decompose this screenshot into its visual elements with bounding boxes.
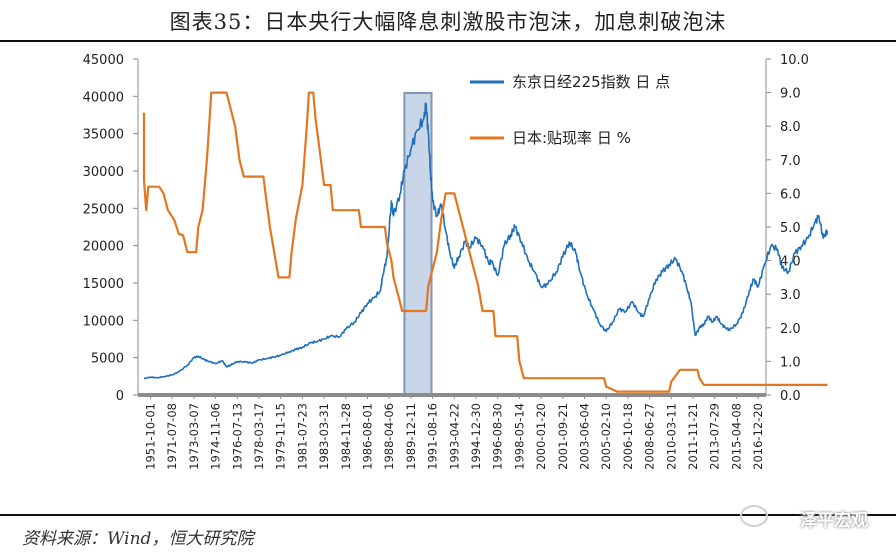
y-right-tick-label: 3.0 [780,288,801,303]
x-tick-label: 1983-03-31 [317,403,331,470]
x-tick-label: 1951-10-01 [144,403,158,470]
x-tick-label: 1993-04-22 [447,403,461,470]
x-tick-label: 1971-07-08 [165,403,179,470]
x-tick-label: 2011-11-21 [686,403,700,470]
y-left-tick-label: 10000 [83,314,124,329]
y-left-tick-label: 35000 [83,128,124,143]
y-right-tick-label: 10.0 [780,53,809,68]
chart-title: 图表35：日本央行大幅降息刺激股市泡沫，加息刺破泡沫 [169,10,727,34]
y-left-tick-label: 5000 [91,352,124,367]
x-tick-label: 1974-11-06 [209,403,223,470]
watermark: 泽平宏观 [800,511,868,531]
series-line-1 [142,91,828,393]
highlight-band [403,92,433,396]
y-right-tick-label: 4.0 [780,255,801,270]
x-tick-label: 1994-12-30 [469,403,483,470]
x-tick-label: 1979-11-15 [274,403,288,470]
legend-label-1: 日本:贴现率 日 % [512,129,631,147]
x-tick-label: 1998-05-14 [512,403,526,470]
x-tick-label: 1976-07-13 [230,403,244,470]
wechat-icon [740,505,768,527]
x-tick-label: 1978-03-17 [252,403,266,470]
axes: 0 5000 10000 15000 20000 25000 30000 35000 40000… [83,53,809,470]
x-tick-label: 2006-10-18 [621,403,635,470]
series-line-0 [143,102,829,380]
x-tick-label: 2010-03-11 [664,403,678,470]
x-tick-label: 2013-07-29 [708,403,722,470]
x-tick-label: 2001-09-21 [556,403,570,470]
top-rule [0,40,896,42]
x-tick-label: 1988-04-06 [382,403,396,470]
bottom-rule [0,514,896,516]
x-tick-label: 2008-06-27 [643,403,657,470]
x-tick-label: 1989-12-11 [404,403,418,470]
y-left-tick-label: 30000 [83,165,124,180]
x-tick-label: 2015-04-08 [729,403,743,470]
y-left-tick-label: 20000 [83,240,124,255]
y-left-tick-label: 45000 [83,53,124,68]
x-tick-label: 2016-12-20 [751,403,765,470]
y-right-tick-label: 9.0 [780,87,801,102]
x-tick-label: 1991-08-16 [426,403,440,470]
y-left-tick-label: 15000 [83,277,124,292]
y-left-tick-label: 25000 [83,202,124,217]
y-right-tick-label: 6.0 [780,187,801,202]
y-right-tick-label: 0.0 [780,389,801,404]
x-tick-label: 2000-01-20 [534,403,548,470]
y-left-tick-label: 40000 [83,90,124,105]
x-tick-label: 1973-03-07 [187,403,201,470]
x-tick-label: 1996-08-30 [491,403,505,470]
y-right-tick-label: 1.0 [780,355,801,370]
y-right-tick-label: 5.0 [780,221,801,236]
source-note: 资料来源：Wind，恒大研究院 [22,529,254,549]
y-left-tick-label: 0 [116,389,124,404]
series-group [142,91,829,393]
legend: 东京日经225指数 日 点日本:贴现率 日 % [470,73,670,147]
x-tick-label: 1984-11-28 [339,403,353,470]
x-tick-label: 1981-07-23 [295,403,309,470]
y-right-tick-label: 2.0 [780,322,801,337]
x-tick-label: 2005-02-10 [599,403,613,470]
x-tick-label: 2003-06-04 [578,403,592,470]
legend-label-0: 东京日经225指数 日 点 [512,73,670,91]
y-right-tick-label: 7.0 [780,154,801,169]
y-right-tick-label: 8.0 [780,120,801,135]
x-tick-label: 1986-08-01 [361,403,375,470]
